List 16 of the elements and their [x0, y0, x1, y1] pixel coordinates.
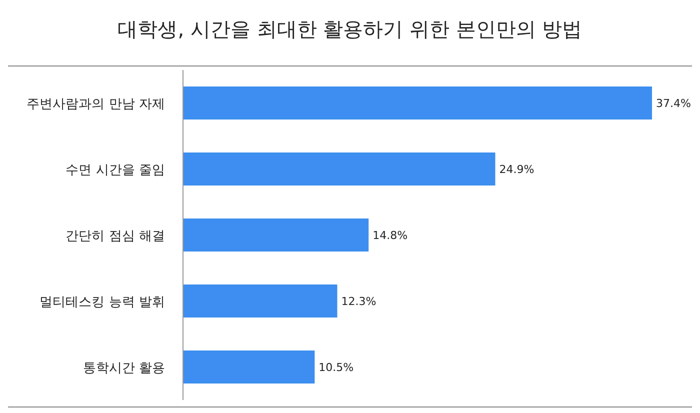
- data-label: 12.3%: [341, 295, 376, 308]
- data-label: 37.4%: [656, 97, 691, 110]
- bar: [183, 218, 369, 252]
- y-tick-label: 멀티테스킹 능력 발휘: [40, 295, 165, 310]
- chart-title: 대학생, 시간을 최대한 활용하기 위한 본인만의 방법: [118, 17, 582, 41]
- bar: [183, 284, 338, 318]
- y-tick-label: 수면 시간을 줄임: [66, 163, 165, 178]
- y-tick-label: 통학시간 활용: [82, 361, 165, 376]
- y-tick-label: 간단히 점심 해결: [66, 229, 165, 244]
- bar: [183, 152, 496, 186]
- bar: [183, 86, 652, 120]
- data-label: 24.9%: [499, 163, 534, 176]
- data-label: 10.5%: [318, 361, 354, 374]
- bar: [183, 350, 315, 384]
- data-label: 14.8%: [372, 229, 408, 242]
- y-tick-label: 주변사람과의 만남 자제: [26, 97, 165, 112]
